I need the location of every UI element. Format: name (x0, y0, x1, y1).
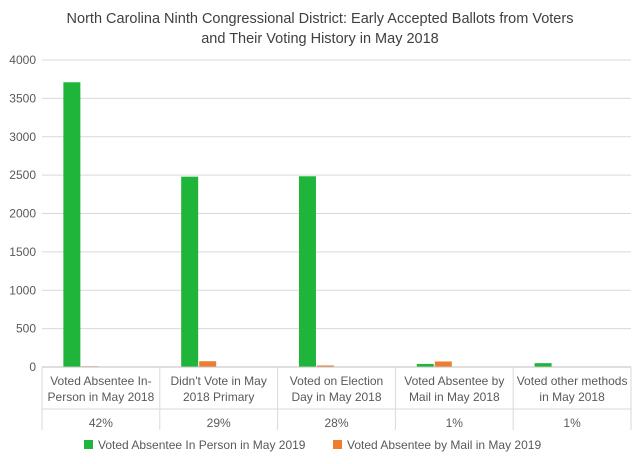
bar (434, 361, 452, 367)
x-category-label: Voted Absentee by (404, 374, 504, 388)
y-tick-label: 2000 (9, 207, 36, 221)
y-tick-label: 3500 (9, 91, 36, 105)
x-category-label: Mail in May 2018 (409, 390, 500, 404)
legend: Voted Absentee In Person in May 2019 Vote… (84, 438, 541, 452)
bar (181, 176, 199, 367)
y-axis-tick-labels: 0 500 1000 1500 2000 2500 3000 3500 4000 (9, 53, 36, 374)
bar (416, 363, 434, 367)
legend-swatch (333, 440, 342, 449)
chart-title-line: North Carolina Ninth Congressional Distr… (67, 11, 574, 27)
x-category-label: 2018 Primary (183, 390, 254, 404)
y-tick-label: 3000 (9, 130, 36, 144)
x-axis: Voted Absentee In- Person in May 2018 42% D… (41, 366, 632, 430)
y-tick-label: 1500 (9, 245, 36, 259)
legend-label: Voted Absentee In Person in May 2019 (98, 438, 306, 452)
x-category-label: Voted Absentee In- (50, 374, 151, 388)
x-category-label: Person in May 2018 (48, 390, 155, 404)
bar (63, 82, 81, 367)
bar (298, 176, 316, 367)
bars (63, 82, 552, 367)
x-category-share: 1% (563, 416, 581, 430)
x-category-label: Day in May 2018 (291, 390, 381, 404)
x-category-label: Voted other methods (517, 374, 628, 388)
chart-title: North Carolina Ninth Congressional Distr… (67, 11, 574, 47)
y-tick-label: 500 (16, 322, 36, 336)
bar (199, 361, 217, 367)
y-tick-label: 0 (29, 360, 36, 374)
bar (316, 365, 334, 367)
x-category-share: 1% (446, 416, 464, 430)
x-category-label: Didn't Vote in May (171, 374, 267, 388)
y-tick-label: 1000 (9, 283, 36, 297)
chart-title-line: and Their Voting History in May 2018 (201, 31, 439, 47)
x-category-share: 29% (207, 416, 231, 430)
y-tick-label: 4000 (9, 53, 36, 67)
legend-label: Voted Absentee by Mail in May 2019 (347, 438, 541, 452)
x-category-label: Voted on Election (290, 374, 383, 388)
y-tick-label: 2500 (9, 168, 36, 182)
legend-swatch (84, 440, 93, 449)
x-category-share: 42% (89, 416, 113, 430)
gridlines (42, 59, 631, 368)
bar (534, 363, 552, 367)
x-category-share: 28% (324, 416, 348, 430)
x-category-label: in May 2018 (539, 390, 605, 404)
